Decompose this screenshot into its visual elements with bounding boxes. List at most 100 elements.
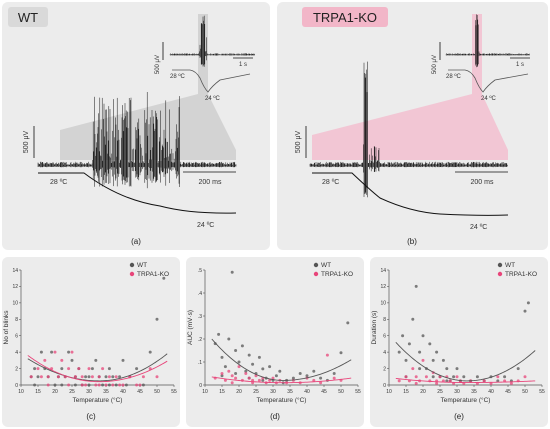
y-tick-label: 4 [15, 350, 18, 356]
x-tick-label: 50 [522, 389, 528, 395]
data-point-ko [29, 375, 33, 379]
data-point-ko [97, 375, 101, 379]
y-tick-label: 10 [380, 301, 386, 307]
fit-curve-ko [395, 377, 536, 383]
y-axis-label: AUC (mV·s) [187, 310, 194, 345]
data-point-ko [107, 375, 111, 379]
data-point-wt [298, 372, 302, 375]
data-point-wt [247, 353, 251, 357]
main-trace-a [37, 92, 237, 189]
trace-path [309, 61, 508, 198]
data-point-ko [414, 381, 418, 385]
data-point-ko [73, 375, 77, 379]
data-point-wt [104, 375, 108, 379]
data-point-wt [401, 334, 405, 338]
data-point-wt [526, 301, 530, 305]
data-point-ko [424, 375, 428, 379]
y-tick-label: 8 [15, 317, 18, 323]
legend-marker [497, 271, 503, 277]
data-point-wt [404, 358, 408, 362]
inset-t-scale-a: 1 s [239, 62, 247, 68]
data-point-wt [475, 375, 479, 379]
data-point-ko [435, 381, 439, 385]
x-tick-label: 40 [120, 389, 126, 395]
ko-label-box [302, 7, 388, 27]
data-point-wt [141, 383, 145, 387]
y-tick-label: 0 [15, 383, 18, 389]
data-point-ko [319, 381, 323, 385]
y-tick-label: .5 [198, 268, 202, 274]
data-point-ko [101, 367, 105, 371]
legend-marker [129, 262, 135, 268]
data-point-wt [445, 367, 449, 371]
data-point-wt [503, 375, 507, 379]
inset-trace-a [169, 15, 255, 67]
data-point-ko [53, 350, 57, 354]
data-point-wt [87, 383, 91, 387]
inset-temp-start-b: 28 ºC [446, 73, 462, 80]
data-point-wt [240, 344, 244, 348]
data-point-wt [227, 337, 231, 341]
inset-temp-end-b: 24 ºC [481, 95, 497, 102]
caption-b: (b) [407, 237, 417, 246]
y-tick-label: .3 [198, 314, 202, 320]
x-tick-label: 40 [304, 389, 310, 395]
data-point-ko [60, 358, 64, 362]
panel-d-background [186, 257, 364, 427]
trace-path [169, 15, 255, 67]
data-point-wt [135, 367, 139, 371]
data-point-ko [80, 383, 84, 387]
wt-label-box [8, 7, 48, 27]
zoom-wedge-b [312, 94, 508, 160]
trace-path [445, 14, 530, 68]
data-point-ko [247, 376, 251, 380]
scatter-chart-e: 0 2 4 6 8 10 12 14 10 15 20 25 30 35 40 45 50 55 Temperatu… [371, 262, 545, 421]
x-axis-label: Temperature (°C) [441, 396, 491, 404]
data-point-wt [90, 367, 94, 371]
data-point-wt [107, 383, 111, 387]
data-point-ko [84, 383, 88, 387]
main-temp-start-a: 28 ºC [50, 179, 67, 186]
x-tick-label: 35 [471, 389, 477, 395]
data-point-wt [441, 358, 445, 362]
x-tick-label: 30 [270, 389, 276, 395]
data-point-wt [431, 358, 435, 362]
fit-curve-wt [211, 338, 352, 381]
data-point-ko [94, 383, 98, 387]
y-tick-label: 4 [383, 350, 386, 356]
x-tick-label: 10 [202, 389, 208, 395]
data-point-wt [312, 369, 316, 373]
wt-group-label: WT [18, 10, 38, 25]
data-point-ko [448, 379, 452, 383]
main-v-scale-a: 500 μV [23, 131, 30, 154]
data-point-wt [111, 375, 115, 379]
data-point-wt [237, 360, 241, 364]
y-tick-label: 14 [12, 268, 18, 274]
y-tick-label: 6 [15, 334, 18, 340]
x-tick-label: 25 [253, 389, 259, 395]
x-tick-label: 25 [69, 389, 75, 395]
fit-curve-wt [27, 353, 168, 382]
data-point-wt [101, 383, 105, 387]
data-point-ko [90, 375, 94, 379]
legend-marker [129, 271, 135, 277]
data-point-wt [445, 379, 449, 383]
data-point-ko [237, 365, 241, 369]
data-point-ko [411, 367, 415, 371]
data-point-ko [414, 375, 418, 379]
y-axis-label: Duration (s) [371, 311, 378, 345]
data-point-wt [33, 367, 37, 371]
data-point-ko [97, 383, 101, 387]
x-tick-label: 55 [171, 389, 177, 395]
caption-c: (c) [86, 412, 96, 421]
x-tick-label: 35 [287, 389, 293, 395]
data-point-wt [496, 379, 500, 383]
y-tick-label: 12 [12, 284, 18, 290]
data-point-ko [56, 375, 60, 379]
data-point-wt [94, 358, 98, 362]
panel-a: WT 500 μV 1 s 28 ºC 24 ºC 500 μV 200 ms … [8, 7, 255, 246]
data-point-wt [257, 355, 261, 359]
main-temp-end-b: 24 ºC [470, 224, 487, 231]
legend-marker [313, 262, 319, 268]
